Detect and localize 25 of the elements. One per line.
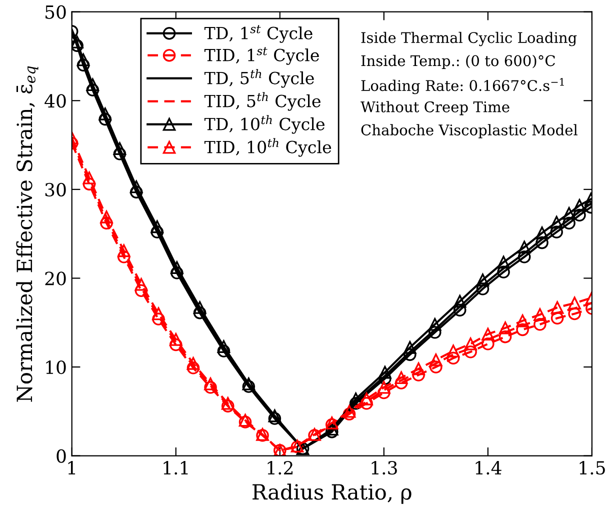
legend-label: TID, 1$^{st}$ Cycle (204, 47, 319, 65)
y-axis-title: Normalized Effective Strain, ε̄$_{eq}$ (16, 66, 38, 402)
y-tick-label: 20 (45, 272, 66, 286)
annotation: Loading Rate: 0.1667°C.s$^{−1}$ (361, 78, 564, 94)
y-tick-label: 40 (44, 94, 66, 108)
legend-label: TID, 10$^{th}$ Cycle (204, 138, 332, 157)
annotation: Inside Temp.: (0 to 600)°C (361, 54, 555, 70)
annotation: Chaboche Viscoplastic Model (361, 124, 578, 138)
legend-label: TID, 5$^{th}$ Cycle (204, 92, 320, 111)
legend-label: TD, 5$^{th}$ Cycle (204, 69, 314, 88)
x-tick-label: 1.2 (268, 460, 292, 475)
x-axis-title: Radius Ratio, ρ (252, 484, 412, 504)
y-tick-label: 30 (45, 182, 66, 197)
legend-label: TD, 1$^{st}$ Cycle (204, 25, 312, 43)
x-tick-label: 1.5 (580, 460, 605, 475)
y-tick-label: 0 (56, 449, 66, 463)
x-tick-label: 1.3 (372, 460, 397, 475)
x-tick-label: 1.4 (476, 460, 502, 475)
annotation: Iside Thermal Cyclic Loading (361, 32, 577, 46)
x-tick-label: 1.1 (164, 460, 188, 475)
x-tick-label: 1 (68, 460, 76, 474)
legend-label: TD, 10$^{th}$ Cycle (204, 115, 325, 134)
annotation: Without Creep Time (360, 101, 510, 116)
y-tick-label: 50 (46, 5, 66, 19)
y-tick-label: 10 (46, 360, 66, 374)
